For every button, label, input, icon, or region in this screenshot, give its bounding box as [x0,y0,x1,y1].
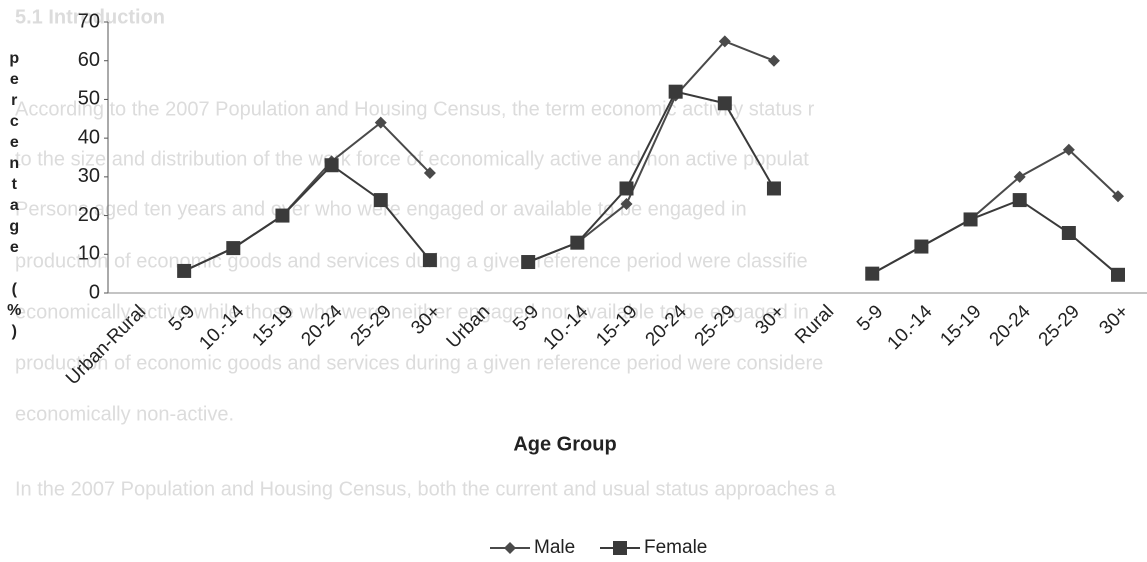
legend-marker [504,542,516,554]
marker [865,266,880,281]
legend-label: Female [644,537,707,558]
background-text: 5.1 Introduction According to the 2007 Po… [15,6,836,500]
x-tick-label: 10.-14 [884,301,937,354]
y-tick-label: 20 [78,204,100,226]
y-tick-label: 0 [89,281,100,303]
x-tick-label: 30+ [1095,301,1133,339]
legend-label: Male [534,537,575,558]
marker [324,158,339,173]
background-line: economically non-active. [15,403,234,425]
marker [1061,225,1076,240]
legend-item: Female [600,537,707,558]
marker [1013,170,1026,183]
series-line [183,90,1119,276]
y-tick-label: 10 [78,243,100,265]
marker [620,197,633,210]
x-tick-label: 20-24 [986,301,1036,351]
marker [914,239,929,254]
y-tick-label: 60 [78,49,100,71]
y-tick-label: 30 [78,165,100,187]
marker [423,166,436,179]
background-line: Persons aged ten years and over who were… [15,198,747,220]
marker [422,253,437,268]
y-tick-label: 50 [78,88,100,110]
background-line: production of economic goods and service… [15,250,808,272]
marker [374,116,387,129]
marker [226,241,241,256]
background-line: 5.1 Introduction [15,6,165,28]
marker [668,84,683,99]
legend-item: Male [490,537,575,558]
marker [373,193,388,208]
y-tick-label: 70 [78,10,100,32]
marker [767,54,780,67]
marker [1062,143,1075,156]
x-axis-title: Age Group [513,433,616,455]
background-line: economically active while those who were… [15,301,809,323]
x-tick-label: 25-29 [1035,301,1084,350]
background-line: to the size and distribution of the work… [15,148,809,170]
y-axis-title: percentage (%) [6,50,23,344]
marker [619,181,634,196]
background-line: In the 2007 Population and Housing Censu… [15,478,836,500]
background-line: production of economic goods and service… [15,352,823,374]
x-tick-label: 5-9 [853,301,887,335]
legend-marker [613,541,627,555]
marker [963,212,978,227]
marker [718,35,731,48]
marker [766,181,781,196]
marker [275,208,290,223]
marker [177,263,192,278]
marker [570,235,585,250]
background-line: According to the 2007 Population and Hou… [15,98,815,120]
marker [521,255,536,270]
marker [1012,193,1027,208]
marker [717,96,732,111]
y-tick-label: 40 [78,126,100,148]
marker [1111,267,1125,282]
marker [1112,190,1124,203]
x-tick-label: 15-19 [936,301,985,350]
